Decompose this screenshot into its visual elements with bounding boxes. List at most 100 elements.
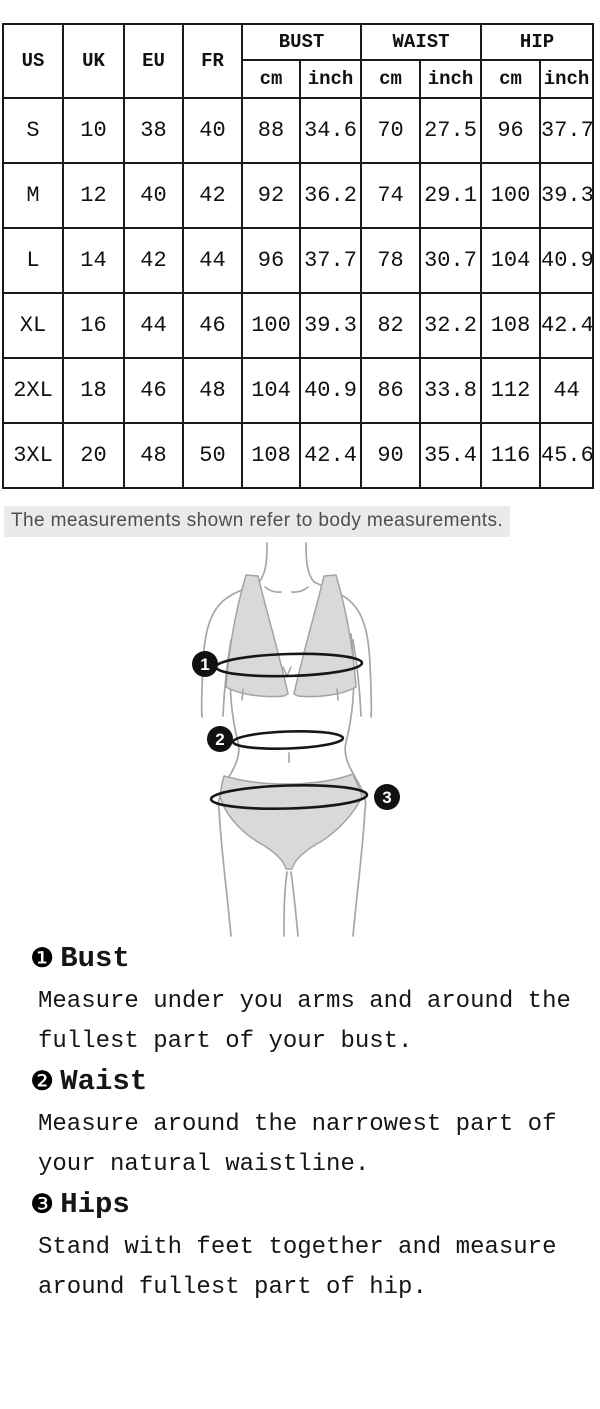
hip-measure-line xyxy=(209,783,369,811)
header-hip-inch: inch xyxy=(539,59,595,99)
table-cell: L xyxy=(2,227,64,294)
header-waist-inch: inch xyxy=(419,59,483,99)
table-cell: 39.3 xyxy=(298,292,363,359)
svg-text:2: 2 xyxy=(215,730,224,749)
size-chart-table: US UK EU FR BUST WAIST HIP cm inch cm in… xyxy=(2,23,595,489)
instruction-text: Measure around the narrowest part of xyxy=(38,1111,557,1138)
bikini-top xyxy=(225,574,357,698)
instruction-text: Stand with feet together and measure xyxy=(38,1234,557,1261)
circled-3-icon: ❸ xyxy=(30,1189,55,1220)
waist-measure-line xyxy=(231,729,345,751)
table-cell: 32.2 xyxy=(419,292,483,359)
instruction-hips: ❸ Hips Stand with feet together and measu… xyxy=(30,1185,600,1308)
table-cell: 46 xyxy=(123,357,184,424)
table-cell: 14 xyxy=(62,227,125,294)
table-cell: 16 xyxy=(62,292,125,359)
table-cell: 96 xyxy=(480,97,542,164)
diagram-markers: 1 2 3 xyxy=(192,651,400,810)
table-cell: 48 xyxy=(123,422,184,489)
table-header-row: US UK EU FR BUST WAIST HIP xyxy=(2,23,595,99)
table-cell: 39.3 xyxy=(539,162,595,229)
table-cell: 42 xyxy=(182,162,243,229)
instruction-title: ❷ Waist xyxy=(30,1062,600,1105)
bikini-bottom xyxy=(219,773,363,870)
size-row-m: M 12 40 42 92 36.2 74 29.1 100 39.3 xyxy=(2,162,595,229)
header-us: US xyxy=(2,23,64,99)
table-cell: 2XL xyxy=(2,357,64,424)
table-cell: 36.2 xyxy=(298,162,363,229)
table-cell: 30.7 xyxy=(419,227,483,294)
svg-text:1: 1 xyxy=(200,655,209,674)
table-cell: 34.6 xyxy=(298,97,363,164)
instruction-bust: ❶ Bust Measure under you arms and around … xyxy=(30,939,600,1062)
table-cell: 112 xyxy=(480,357,542,424)
size-row-2xl: 2XL 18 46 48 104 40.9 86 33.8 112 44 xyxy=(2,357,595,424)
table-cell: 35.4 xyxy=(419,422,483,489)
table-cell: 108 xyxy=(241,422,301,489)
table-cell: 42.4 xyxy=(298,422,363,489)
instruction-title: ❶ Bust xyxy=(30,939,600,982)
table-cell: 3XL xyxy=(2,422,64,489)
instruction-title-text: Hips xyxy=(60,1188,130,1221)
header-bust: BUST xyxy=(240,23,363,61)
table-cell: 40.9 xyxy=(539,227,595,294)
table-cell: S xyxy=(2,97,64,164)
table-cell: 70 xyxy=(360,97,422,164)
instruction-title-text: Bust xyxy=(60,942,130,975)
table-cell: 42 xyxy=(123,227,184,294)
table-cell: 82 xyxy=(360,292,422,359)
table-cell: 108 xyxy=(480,292,542,359)
table-cell: 92 xyxy=(241,162,301,229)
marker-2-waist: 2 xyxy=(207,726,233,752)
table-cell: 116 xyxy=(480,422,542,489)
header-uk: UK xyxy=(62,23,125,99)
measuring-instructions: ❶ Bust Measure under you arms and around … xyxy=(30,939,600,1308)
table-cell: 44 xyxy=(539,357,595,424)
table-cell: 44 xyxy=(182,227,243,294)
table-cell: 38 xyxy=(123,97,184,164)
size-row-3xl: 3XL 20 48 50 108 42.4 90 35.4 116 45.6 xyxy=(2,422,595,489)
table-cell: 100 xyxy=(241,292,301,359)
body-measurement-diagram: 1 2 3 xyxy=(192,542,400,937)
table-cell: 42.4 xyxy=(539,292,595,359)
table-cell: 20 xyxy=(62,422,125,489)
size-guide-page: { "size_table": { "corner_headers": ["US… xyxy=(0,23,600,1409)
header-eu: EU xyxy=(123,23,184,99)
size-row-xl: XL 16 44 46 100 39.3 82 32.2 108 42.4 xyxy=(2,292,595,359)
table-cell: 96 xyxy=(241,227,301,294)
table-cell: 48 xyxy=(182,357,243,424)
header-fr: FR xyxy=(182,23,243,99)
instruction-text: your natural waistline. xyxy=(38,1151,370,1178)
circled-1-icon: ❶ xyxy=(30,943,55,974)
table-cell: 40 xyxy=(123,162,184,229)
instruction-title-text: Waist xyxy=(60,1065,148,1098)
marker-1-bust: 1 xyxy=(192,651,218,677)
header-waist: WAIST xyxy=(360,23,483,61)
header-waist-cm: cm xyxy=(360,59,422,99)
table-cell: 29.1 xyxy=(419,162,483,229)
circled-2-icon: ❷ xyxy=(30,1066,55,1097)
table-units-row: cm inch cm inch cm inch xyxy=(3,59,595,99)
table-cell: 46 xyxy=(182,292,243,359)
header-bust-inch: inch xyxy=(298,59,363,99)
body-measurements-note: The measurements shown refer to body mea… xyxy=(4,506,511,537)
instruction-waist: ❷ Waist Measure around the narrowest part… xyxy=(30,1062,600,1185)
table-cell: 104 xyxy=(241,357,301,424)
instruction-text: around fullest part of hip. xyxy=(38,1274,427,1301)
table-cell: 40 xyxy=(182,97,243,164)
table-cell: M xyxy=(2,162,64,229)
table-cell: 33.8 xyxy=(419,357,483,424)
header-bust-cm: cm xyxy=(241,59,301,99)
table-cell: 44 xyxy=(123,292,184,359)
table-cell: 50 xyxy=(182,422,243,489)
marker-3-hips: 3 xyxy=(374,784,400,810)
table-cell: 27.5 xyxy=(419,97,483,164)
table-cell: 86 xyxy=(360,357,422,424)
table-cell: 18 xyxy=(62,357,125,424)
table-cell: 45.6 xyxy=(539,422,595,489)
size-row-s: S 10 38 40 88 34.6 70 27.5 96 37.7 xyxy=(2,97,595,164)
instruction-text: Measure under you arms and around the xyxy=(38,988,571,1015)
note-row: The measurements shown refer to body mea… xyxy=(4,506,600,538)
table-cell: 10 xyxy=(62,97,125,164)
table-cell: 88 xyxy=(241,97,301,164)
